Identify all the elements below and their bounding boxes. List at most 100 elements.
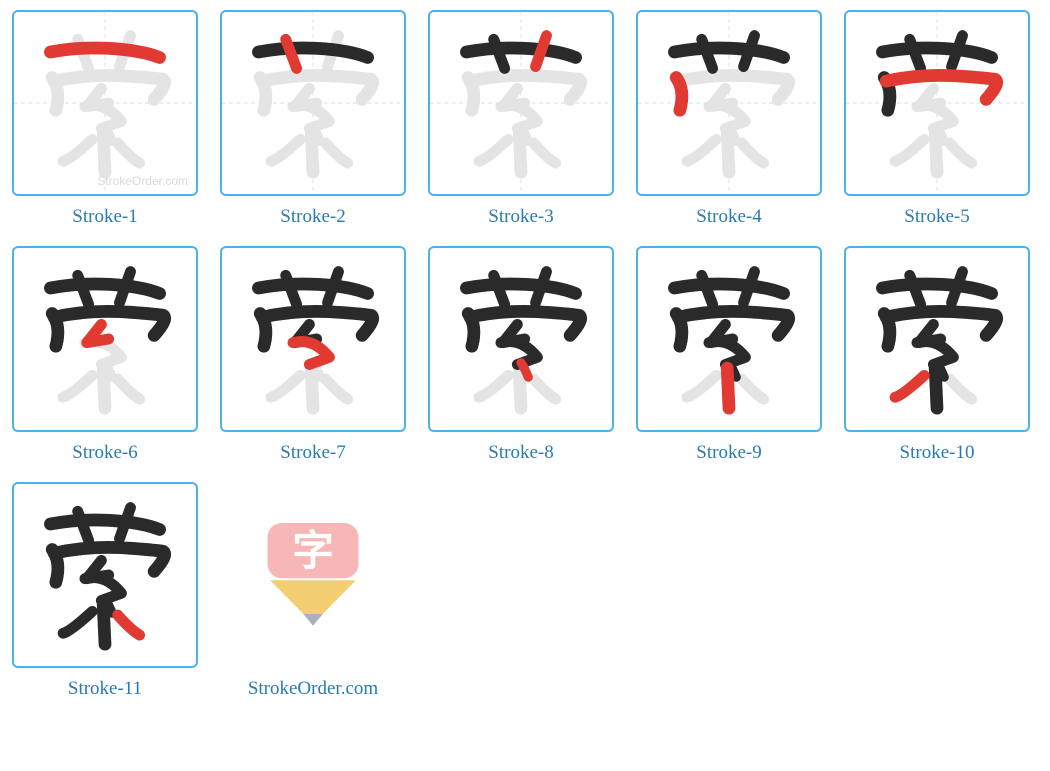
- watermark-text: StrokeOrder.com: [97, 174, 188, 188]
- stroke-path: [742, 143, 764, 163]
- stroke-path: [54, 311, 165, 335]
- stroke-path: [271, 139, 300, 161]
- stroke-box: [12, 246, 198, 432]
- stroke-path: [311, 368, 313, 408]
- stroke-cell: Stroke-5: [842, 10, 1032, 228]
- stroke-path: [895, 139, 924, 161]
- stroke-cell: StrokeOrder.com Stroke-1: [10, 10, 200, 228]
- stroke-label: Stroke-11: [68, 678, 142, 700]
- stroke-path: [519, 368, 521, 408]
- pencil-logo-icon: 字: [248, 500, 378, 650]
- stroke-box: [844, 10, 1030, 196]
- stroke-path: [886, 75, 997, 99]
- stroke-path: [118, 379, 140, 399]
- character-svg: [638, 12, 820, 194]
- stroke-label: Stroke-5: [904, 206, 969, 228]
- stroke-box: [428, 246, 614, 432]
- stroke-path: [676, 78, 682, 111]
- stroke-path: [935, 368, 937, 408]
- stroke-path: [50, 284, 159, 294]
- stroke-cell: Stroke-10: [842, 246, 1032, 464]
- stroke-path: [120, 272, 131, 303]
- character-svg: [846, 12, 1028, 194]
- stroke-path: [536, 36, 547, 67]
- stroke-path: [118, 615, 140, 635]
- stroke-path: [952, 36, 963, 67]
- character-svg: [14, 248, 196, 430]
- stroke-path: [744, 36, 755, 67]
- stroke-path: [882, 284, 991, 294]
- stroke-box: [844, 246, 1030, 432]
- stroke-path: [328, 272, 339, 303]
- stroke-path: [678, 311, 789, 335]
- stroke-box: StrokeOrder.com: [12, 10, 198, 196]
- stroke-path: [536, 272, 547, 303]
- stroke-path: [470, 75, 581, 99]
- stroke-path: [534, 143, 556, 163]
- site-logo: 字: [220, 482, 406, 668]
- stroke-cell: Stroke-2: [218, 10, 408, 228]
- stroke-path: [950, 379, 972, 399]
- stroke-path: [311, 132, 313, 172]
- character-svg: [846, 248, 1028, 430]
- stroke-path: [470, 311, 581, 335]
- stroke-label: Stroke-1: [72, 206, 137, 228]
- stroke-path: [87, 324, 109, 342]
- stroke-path: [63, 139, 92, 161]
- character-svg: [222, 12, 404, 194]
- stroke-label: Stroke-7: [280, 442, 345, 464]
- stroke-path: [262, 75, 373, 99]
- stroke-label: Stroke-8: [488, 442, 553, 464]
- stroke-label: Stroke-3: [488, 206, 553, 228]
- stroke-path: [479, 375, 508, 397]
- character-svg: [430, 12, 612, 194]
- stroke-box: [220, 246, 406, 432]
- stroke-path: [886, 311, 997, 335]
- stroke-path: [466, 284, 575, 294]
- stroke-path: [262, 311, 373, 335]
- stroke-box: [636, 10, 822, 196]
- character-svg: [14, 484, 196, 666]
- stroke-cell: Stroke-8: [426, 246, 616, 464]
- stroke-path: [687, 375, 716, 397]
- character-svg: [222, 248, 404, 430]
- stroke-path: [534, 379, 556, 399]
- character-svg: [430, 248, 612, 430]
- stroke-label: Stroke-2: [280, 206, 345, 228]
- stroke-path: [293, 341, 329, 364]
- stroke-path: [895, 375, 924, 397]
- stroke-box: [636, 246, 822, 432]
- stroke-path: [950, 143, 972, 163]
- stroke-path: [727, 368, 729, 408]
- stroke-label: Stroke-6: [72, 442, 137, 464]
- character-svg: [638, 248, 820, 430]
- stroke-path: [674, 284, 783, 294]
- stroke-label: Stroke-9: [696, 442, 761, 464]
- stroke-cell: Stroke-11: [10, 482, 200, 700]
- stroke-path: [519, 132, 521, 172]
- stroke-cell: Stroke-7: [218, 246, 408, 464]
- stroke-box: [220, 10, 406, 196]
- stroke-path: [258, 284, 367, 294]
- stroke-path: [326, 379, 348, 399]
- stroke-label: Stroke-4: [696, 206, 761, 228]
- stroke-path: [118, 143, 140, 163]
- stroke-label: Stroke-10: [900, 442, 975, 464]
- stroke-path: [120, 508, 131, 539]
- stroke-box: [428, 10, 614, 196]
- character-svg: [14, 12, 196, 194]
- stroke-path: [63, 375, 92, 397]
- stroke-cell: Stroke-3: [426, 10, 616, 228]
- stroke-path: [103, 604, 105, 644]
- stroke-box: [12, 482, 198, 668]
- stroke-cell: Stroke-9: [634, 246, 824, 464]
- stroke-path: [727, 132, 729, 172]
- logo-char: 字: [292, 528, 334, 574]
- stroke-grid: StrokeOrder.com Stroke-1 Stroke-2 Stroke-3 S…: [10, 10, 1040, 700]
- stroke-path: [103, 368, 105, 408]
- stroke-path: [479, 139, 508, 161]
- stroke-cell: Stroke-4: [634, 10, 824, 228]
- stroke-path: [54, 75, 165, 99]
- stroke-path: [744, 272, 755, 303]
- logo-cell: 字StrokeOrder.com: [218, 482, 408, 700]
